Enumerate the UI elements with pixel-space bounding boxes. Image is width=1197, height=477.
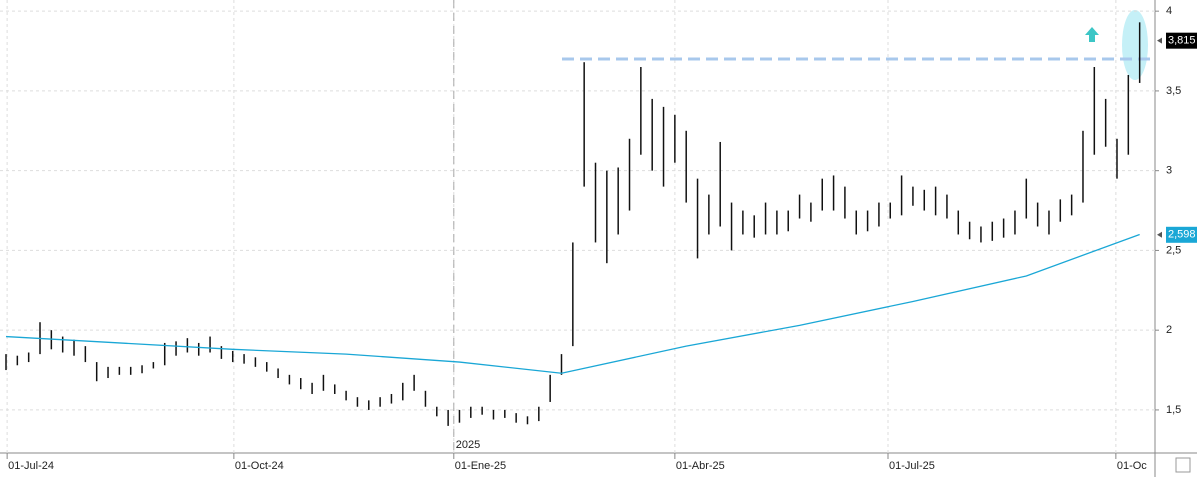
moving-average (5, 233, 1140, 374)
year-label: 2025 (456, 439, 480, 451)
x-tick-label: 01-Jul-25 (889, 460, 935, 472)
price-label-box (1166, 32, 1197, 49)
x-tick-label: 01-Abr-25 (676, 460, 725, 472)
price-label: 3,815 (1168, 35, 1196, 47)
x-tick-label: 01-Oc (1117, 460, 1147, 472)
x-tick-label: 01-Ene-25 (455, 460, 506, 472)
corner-button[interactable] (1175, 457, 1191, 473)
y-tick-label: 3,5 (1166, 85, 1181, 97)
price-label: 2,598 (1168, 229, 1196, 241)
price-label-pointer (1157, 37, 1162, 44)
y-tick-label: 1,5 (1166, 404, 1181, 416)
price-label-box (1166, 226, 1197, 243)
x-tick-label: 01-Oct-24 (235, 460, 284, 472)
up-arrow (1085, 27, 1099, 42)
y-tick-label: 4 (1166, 5, 1172, 17)
highlight-ellipse (1122, 10, 1148, 80)
y-tick-label: 2 (1166, 324, 1172, 336)
y-tick-label: 2,5 (1166, 244, 1181, 256)
price-label-pointer (1157, 231, 1162, 238)
y-tick-label: 3 (1166, 165, 1172, 177)
x-tick-label: 01-Jul-24 (8, 460, 54, 472)
